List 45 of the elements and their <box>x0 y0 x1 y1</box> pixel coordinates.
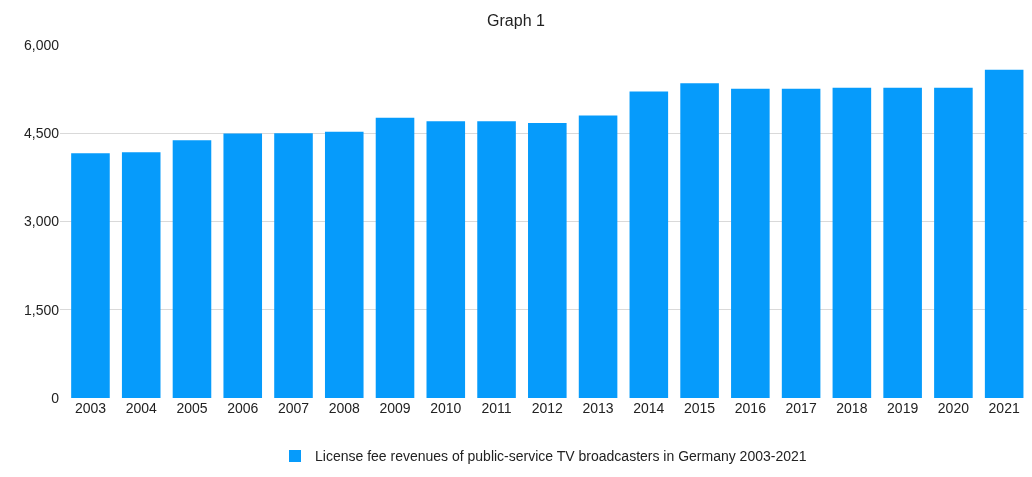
x-tick-label: 2021 <box>988 400 1020 416</box>
bar <box>172 140 212 398</box>
x-tick-label: 2004 <box>125 400 157 416</box>
bar <box>426 121 466 398</box>
x-tick-label: 2019 <box>887 400 919 416</box>
x-tick-label: 2013 <box>582 400 614 416</box>
x-tick-label: 2005 <box>176 400 208 416</box>
bar <box>324 131 364 398</box>
y-tick-label: 0 <box>51 389 60 406</box>
y-tick-label: 6,000 <box>23 36 60 53</box>
bar <box>629 91 669 398</box>
x-tick-label: 2009 <box>379 400 411 416</box>
bar <box>274 133 313 398</box>
bar <box>984 69 1024 398</box>
bar <box>375 117 415 398</box>
bar <box>71 153 110 398</box>
y-tick-label: 4,500 <box>23 125 60 142</box>
bar <box>477 121 516 398</box>
bar <box>528 122 567 398</box>
chart-title: Graph 1 <box>487 11 546 29</box>
bar <box>832 87 872 398</box>
x-tick-label: 2016 <box>734 400 767 416</box>
x-tick-label: 2018 <box>836 400 868 416</box>
x-tick-label: 2010 <box>430 400 462 416</box>
x-tick-label: 2006 <box>227 400 259 416</box>
x-tick-label: 2008 <box>328 400 361 416</box>
x-tick-label: 2007 <box>277 400 310 416</box>
bar <box>731 88 770 398</box>
bar <box>578 115 618 398</box>
bar <box>934 87 973 398</box>
y-tick-label: 3,000 <box>23 213 60 230</box>
x-tick-label: 2017 <box>785 400 817 416</box>
bar <box>680 83 719 398</box>
x-tick-label: 2014 <box>633 400 665 416</box>
bar <box>781 88 821 398</box>
bar <box>883 87 922 398</box>
x-tick-label: 2003 <box>74 400 107 416</box>
x-tick-label: 2012 <box>531 400 564 416</box>
legend-label: License fee revenues of public-service TV broadcasters in Germany 2003-2021 <box>315 448 807 465</box>
x-tick-label: 2015 <box>684 400 716 416</box>
x-tick-label: 2020 <box>937 400 970 416</box>
bar <box>223 133 263 398</box>
bar <box>121 152 161 398</box>
y-tick-label: 1,500 <box>23 301 60 318</box>
x-tick-label: 2011 <box>481 400 512 416</box>
